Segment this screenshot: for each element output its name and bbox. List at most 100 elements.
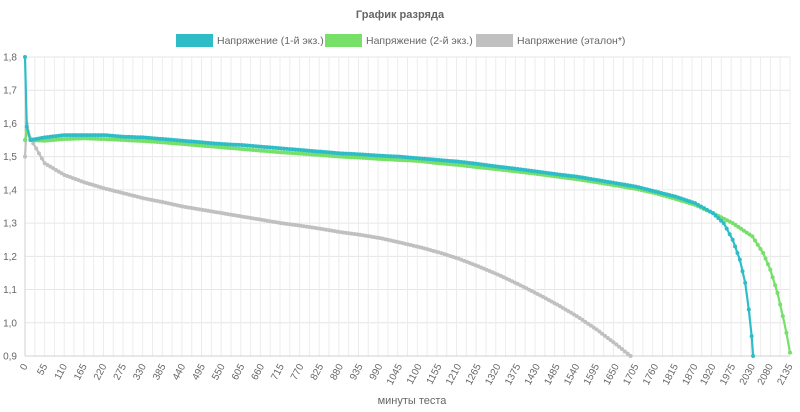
data-point [23,55,27,59]
x-tick-label: 1100 [405,362,425,387]
data-point [377,156,382,161]
x-tick-label: 880 [328,362,346,382]
data-point [388,154,393,159]
data-point [79,136,84,141]
data-point [743,280,748,285]
data-point [699,204,704,209]
data-point [741,228,746,233]
legend: Напряжение (1-й экз.) Напряжение (2-й экз… [176,34,625,47]
data-point [758,246,763,251]
data-point [414,158,419,163]
data-point [231,142,236,147]
data-point [68,133,73,138]
data-point [93,136,98,141]
data-point [696,202,701,207]
x-tick-label: 770 [289,362,307,382]
data-point [737,257,742,262]
data-point [394,154,399,159]
data-point [65,133,70,138]
data-point [68,136,73,141]
y-tick-label: 1,8 [3,53,17,64]
legend-swatch [176,34,213,47]
x-tick-label: 1485 [543,362,563,387]
x-tick-label: 1870 [681,362,701,387]
x-tick-label: 0 [18,362,31,372]
x-tick-label: 1265 [464,362,484,387]
data-point [121,138,126,143]
data-point [73,133,78,138]
x-tick-label: 1320 [483,362,503,387]
data-point [583,319,588,324]
data-point [99,136,104,141]
data-point [82,133,87,138]
legend-label: Напряжение (эталон*) [517,35,625,47]
data-point [761,251,766,256]
x-tick-label: 2080 [756,362,776,387]
y-tick-label: 0,9 [3,352,17,363]
data-point [76,133,81,138]
data-point [341,151,346,156]
data-point [580,317,585,322]
data-point [768,267,773,272]
data-point [84,133,89,138]
data-point [129,135,134,140]
x-tick-label: 990 [368,362,386,382]
y-tick-label: 1,7 [3,86,17,97]
data-point [746,307,751,312]
x-tick-label: 165 [72,362,90,382]
data-point [747,232,752,237]
data-point [65,136,70,141]
data-point [763,256,768,261]
data-point [93,133,98,138]
data-point [744,230,749,235]
data-point [99,133,104,138]
x-tick-label: 330 [131,362,149,382]
data-point [574,314,579,319]
data-point [597,329,602,334]
x-tick-label: 1595 [582,362,602,387]
data-point [355,152,360,157]
data-point [115,137,120,142]
data-point [710,211,715,216]
data-point [591,325,596,330]
data-point [127,138,132,143]
data-point [62,133,67,138]
data-point [713,213,718,218]
data-point [719,218,724,223]
y-tick-label: 1,0 [3,318,17,329]
x-tick-label: 1155 [425,362,445,387]
data-point [775,290,780,295]
data-point [132,135,137,140]
data-point [124,138,129,143]
data-point [135,138,140,143]
x-tick-label: 605 [230,362,248,382]
data-point [586,321,591,326]
x-tick-label: 1045 [385,362,405,387]
x-tick-label: 660 [250,362,268,382]
data-point [625,351,630,356]
series-1 [23,55,756,358]
data-point [773,283,778,288]
x-tick-label: 275 [112,362,130,382]
data-point [735,251,740,256]
data-point [84,136,89,141]
data-point [388,157,393,162]
x-tick-label: 1430 [523,362,543,387]
x-tick-label: 55 [35,362,50,377]
data-point [411,158,416,163]
data-point [39,156,44,161]
data-point [349,155,354,160]
series-line [23,56,755,357]
data-point [352,155,357,160]
x-tick-label: 1375 [503,362,523,387]
data-point [355,155,360,160]
x-axis: 0 55 110 165 220 275 330 385 440 495 550 605 660 715 7… [18,362,796,387]
data-point [716,216,721,221]
x-tick-label: 1760 [641,362,661,387]
y-tick-label: 1,1 [3,285,17,296]
data-point [346,155,351,160]
x-tick-label: 2030 [738,362,758,387]
data-point [753,238,758,243]
data-point [346,151,351,156]
data-point [101,137,106,142]
